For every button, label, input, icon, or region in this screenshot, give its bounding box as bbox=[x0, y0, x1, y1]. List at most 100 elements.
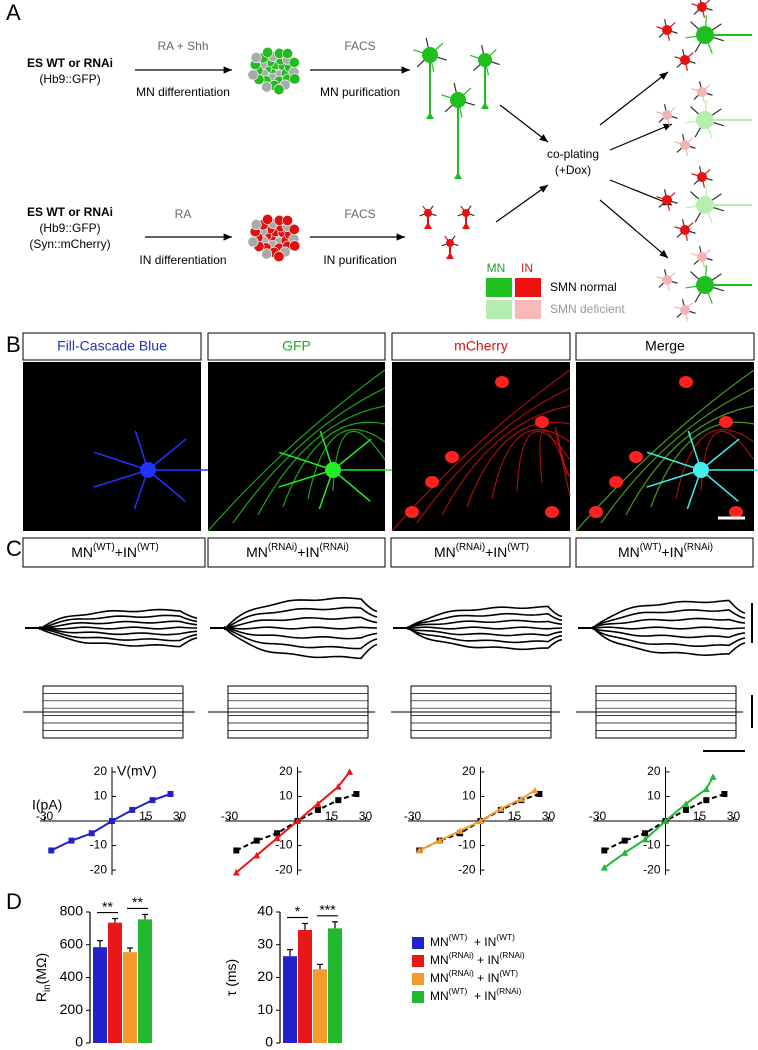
y-tick-label: -20 bbox=[275, 862, 293, 876]
significance-label: ** bbox=[102, 898, 113, 914]
legend-swatch bbox=[412, 937, 424, 949]
soma bbox=[589, 506, 603, 518]
source-title: ES WT or RNAi bbox=[27, 205, 113, 219]
x-tick-label: 30 bbox=[542, 809, 556, 823]
cell bbox=[250, 219, 262, 231]
voltage-trace bbox=[578, 609, 746, 629]
point bbox=[233, 847, 240, 854]
point bbox=[497, 805, 505, 812]
source-title: ES WT or RNAi bbox=[27, 56, 113, 70]
legend-swatch bbox=[412, 973, 424, 985]
bar bbox=[138, 919, 152, 1043]
text-part: (RNAi) bbox=[449, 950, 474, 960]
point bbox=[536, 791, 543, 797]
panel-c: MN(WT)+IN(WT) MN(RNAi)+IN(RNAi) MN(RNAi)+I… bbox=[22, 537, 754, 752]
soma bbox=[609, 476, 623, 488]
micrograph bbox=[392, 362, 570, 531]
voltage-trace bbox=[393, 627, 563, 637]
point bbox=[273, 834, 281, 842]
terminal bbox=[426, 112, 434, 119]
point bbox=[721, 791, 728, 797]
soma bbox=[422, 47, 438, 63]
text-part: + IN bbox=[474, 971, 500, 985]
coplating-label: co-plating bbox=[547, 147, 599, 161]
text-part: MN bbox=[430, 989, 449, 1003]
y-axis-label: τ (ms) bbox=[223, 959, 239, 996]
voltage-trace bbox=[25, 620, 198, 629]
legend-swatch bbox=[412, 991, 424, 1003]
y-tick-label: 0 bbox=[265, 1034, 273, 1050]
terminal bbox=[424, 222, 432, 229]
point bbox=[109, 818, 115, 824]
source-line: (Syn::mCherry) bbox=[29, 237, 110, 251]
cell bbox=[282, 47, 294, 59]
y-tick-label: 20 bbox=[94, 764, 108, 778]
voltage-trace bbox=[210, 627, 378, 660]
point bbox=[601, 847, 608, 854]
voltage-trace bbox=[393, 627, 563, 644]
soma bbox=[425, 476, 439, 488]
point bbox=[621, 849, 629, 856]
point bbox=[600, 864, 608, 871]
voltage-trace bbox=[25, 626, 198, 642]
panel-b: Fill-Cascade Blue GFP mCherry Merge bbox=[22, 332, 758, 532]
cell bbox=[273, 84, 285, 96]
voltage-trace bbox=[393, 626, 563, 630]
voltage-trace bbox=[578, 617, 746, 629]
point bbox=[48, 847, 55, 854]
voltage-trace bbox=[210, 597, 378, 631]
soma bbox=[680, 140, 690, 150]
voltage-trace bbox=[393, 612, 563, 629]
condition-label: MN(RNAi)+IN(RNAi) bbox=[246, 542, 349, 560]
soma bbox=[729, 506, 743, 518]
y-tick-label: -10 bbox=[275, 838, 293, 852]
text-part: (WT) bbox=[93, 542, 115, 553]
voltage-trace bbox=[25, 626, 198, 630]
neurite bbox=[675, 428, 755, 500]
text-part: MN bbox=[246, 544, 268, 560]
point bbox=[682, 806, 689, 813]
x-tick-label: -30 bbox=[221, 809, 239, 823]
soma bbox=[140, 462, 156, 478]
point bbox=[88, 830, 95, 837]
cell bbox=[289, 240, 301, 252]
text-part: +IN bbox=[115, 544, 137, 560]
y-tick-label: 20 bbox=[279, 764, 293, 778]
cell bbox=[288, 56, 300, 68]
text-part: (RNAi) bbox=[319, 542, 348, 553]
legend-swatch bbox=[412, 955, 424, 967]
text-part: R bbox=[33, 992, 49, 1002]
point bbox=[621, 837, 628, 844]
x-tick-label: 15 bbox=[693, 809, 707, 823]
significance-label: * bbox=[295, 903, 301, 919]
step-label: RA bbox=[175, 207, 192, 221]
y-axis-label: V(mV) bbox=[117, 763, 157, 779]
terminal bbox=[462, 222, 470, 229]
title-box bbox=[391, 332, 571, 361]
point bbox=[531, 786, 539, 794]
point bbox=[167, 791, 174, 797]
x-tick-label: -30 bbox=[589, 809, 607, 823]
text-part: MN bbox=[430, 953, 449, 967]
y-tick-label: -10 bbox=[458, 838, 476, 852]
legend-label: MN(WT) + IN(WT) bbox=[430, 932, 515, 949]
step-label: RA + Shh bbox=[157, 39, 208, 53]
soma bbox=[478, 53, 492, 67]
soma bbox=[680, 55, 690, 65]
y-tick-label: 40 bbox=[257, 903, 273, 919]
y-tick-label: 10 bbox=[279, 789, 293, 803]
neurite bbox=[466, 421, 571, 508]
point bbox=[641, 835, 649, 843]
soma bbox=[445, 451, 459, 463]
step-box bbox=[410, 685, 552, 739]
soma bbox=[662, 195, 672, 205]
soma bbox=[495, 376, 509, 388]
y-tick-label: 20 bbox=[462, 764, 476, 778]
text-part: + IN bbox=[467, 989, 496, 1003]
legend-label: MN(RNAi) + IN(WT) bbox=[430, 968, 518, 985]
y-axis-label: Rin(MΩ) bbox=[33, 953, 53, 1002]
point bbox=[274, 830, 281, 837]
legend-label: MN(WT) + IN(RNAi) bbox=[430, 986, 522, 1003]
neurite bbox=[282, 421, 386, 508]
